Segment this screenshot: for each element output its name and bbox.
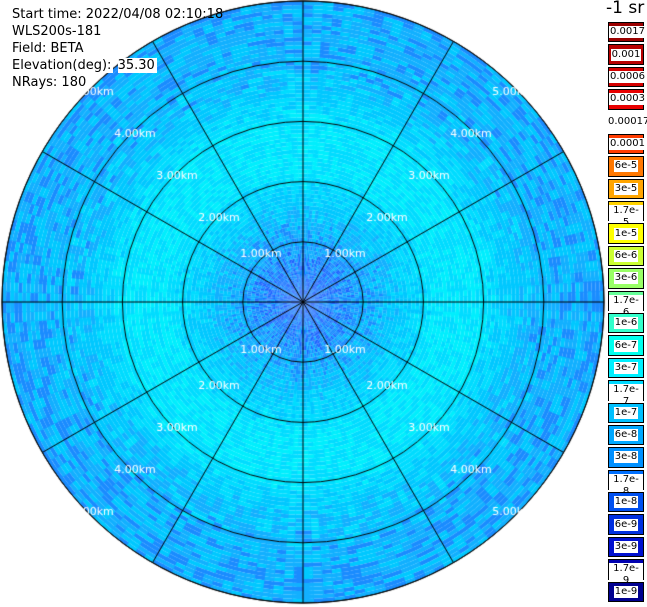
colorbar-label: 1e-6 — [613, 317, 639, 330]
colorbar-label: 0.0006 — [609, 70, 646, 83]
colorbar-label: 1e-5 — [613, 227, 639, 240]
colorbar-label: 3e-9 — [613, 541, 639, 554]
colorbar-label: 0.0001 — [609, 138, 646, 151]
colorbar-swatch: 1e-5 — [608, 223, 644, 244]
colorbar-swatch: 1.7e-9 — [608, 559, 644, 588]
colorbar-swatch: 0.0003 — [608, 89, 646, 110]
colorbar-label: 6e-9 — [613, 518, 639, 531]
colorbar-label: 0.0003 — [609, 93, 646, 106]
colorbar-label: 0.001 — [610, 48, 642, 61]
colorbar-swatch: 3e-9 — [608, 536, 644, 558]
colorbar-swatch: 3e-5 — [608, 178, 644, 200]
colorbar-label: 6e-8 — [613, 429, 639, 442]
colorbar-label: 1e-9 — [613, 585, 639, 598]
elevation-value: 35.30 — [117, 58, 157, 73]
colorbar-label: 3e-7 — [613, 361, 639, 374]
colorbar-label: 3e-8 — [613, 451, 639, 464]
colorbar-swatch: 0.0017 — [608, 22, 646, 43]
colorbar-label: 1e-8 — [613, 496, 639, 509]
colorbar-label: 3e-5 — [613, 182, 639, 195]
colorbar-swatch: 1e-6 — [608, 313, 644, 334]
colorbar-swatch: 1.7e-7 — [608, 380, 644, 409]
colorbar-swatch: 6e-8 — [608, 424, 644, 446]
elevation-label: Elevation(deg): — [12, 58, 114, 73]
colorbar-swatch: 6e-6 — [608, 245, 644, 267]
colorbar-label: 6e-7 — [613, 339, 639, 352]
elevation-text: Elevation(deg): 35.30 — [12, 57, 223, 74]
nrays-text: NRays: 180 — [12, 75, 87, 90]
colorbar-swatch: 1.7e-5 — [608, 201, 644, 230]
colorbar-swatch: 6e-9 — [608, 514, 644, 535]
colorbar-swatch: 6e-5 — [608, 156, 644, 177]
colorbar-swatch: 0.0001 — [608, 133, 646, 155]
colorbar-swatch: 1e-9 — [608, 581, 644, 602]
colorbar-unit-label: -1 sr — [606, 0, 645, 18]
colorbar-swatch: 0.0006 — [608, 66, 646, 88]
scan-info-panel: Start time: 2022/04/08 02:10:18 WLS200s-… — [12, 6, 223, 91]
colorbar-label: 6e-6 — [613, 250, 639, 263]
colorbar-swatch: 6e-7 — [608, 335, 644, 356]
colorbar-swatch: 3e-7 — [608, 357, 644, 379]
colorbar-swatch: 1e-7 — [608, 402, 644, 423]
station-text: WLS200s-181 — [12, 24, 102, 39]
colorbar-label: 0.0017 — [609, 26, 646, 39]
colorbar-swatch: 1.7e-6 — [608, 290, 644, 319]
colorbar-swatch: 3e-8 — [608, 447, 644, 468]
field-text: Field: BETA — [12, 41, 84, 56]
colorbar-label: 3e-6 — [613, 272, 639, 285]
colorbar-swatch: 3e-6 — [608, 268, 644, 289]
colorbar-label: 0.00017 — [608, 115, 647, 127]
start-time-text: Start time: 2022/04/08 02:10:18 — [12, 7, 224, 22]
colorbar-swatch: 1.7e-8 — [608, 469, 644, 498]
colorbar-label: 1e-7 — [613, 406, 639, 419]
colorbar-swatch: 1e-8 — [608, 492, 644, 513]
colorbar-label: 6e-5 — [613, 160, 639, 173]
colorbar-swatch: 0.001 — [608, 44, 644, 65]
